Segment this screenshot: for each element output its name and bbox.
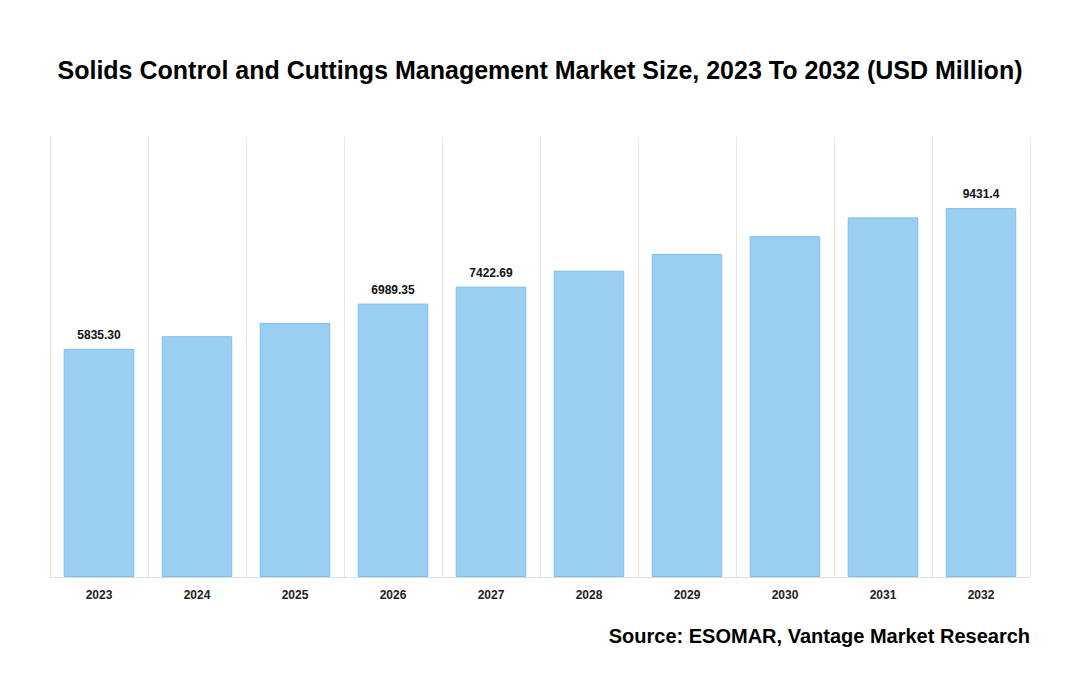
svg-text:2032: 2032 bbox=[968, 588, 995, 602]
svg-text:2026: 2026 bbox=[380, 588, 407, 602]
svg-text:5835.30: 5835.30 bbox=[77, 328, 121, 342]
svg-text:Solids Control and Cuttings Ma: Solids Control and Cuttings Management M… bbox=[58, 56, 1023, 84]
svg-text:7422.69: 7422.69 bbox=[469, 266, 513, 280]
svg-text:9431.4: 9431.4 bbox=[963, 187, 1000, 201]
svg-text:6989.35: 6989.35 bbox=[371, 283, 415, 297]
svg-text:2030: 2030 bbox=[772, 588, 799, 602]
svg-text:2029: 2029 bbox=[674, 588, 701, 602]
svg-text:2028: 2028 bbox=[576, 588, 603, 602]
svg-text:Source: ESOMAR, Vantage Market: Source: ESOMAR, Vantage Market Research bbox=[609, 625, 1030, 647]
svg-text:2024: 2024 bbox=[184, 588, 211, 602]
svg-text:2031: 2031 bbox=[870, 588, 897, 602]
svg-text:2027: 2027 bbox=[478, 588, 505, 602]
svg-text:2023: 2023 bbox=[86, 588, 113, 602]
svg-text:2025: 2025 bbox=[282, 588, 309, 602]
